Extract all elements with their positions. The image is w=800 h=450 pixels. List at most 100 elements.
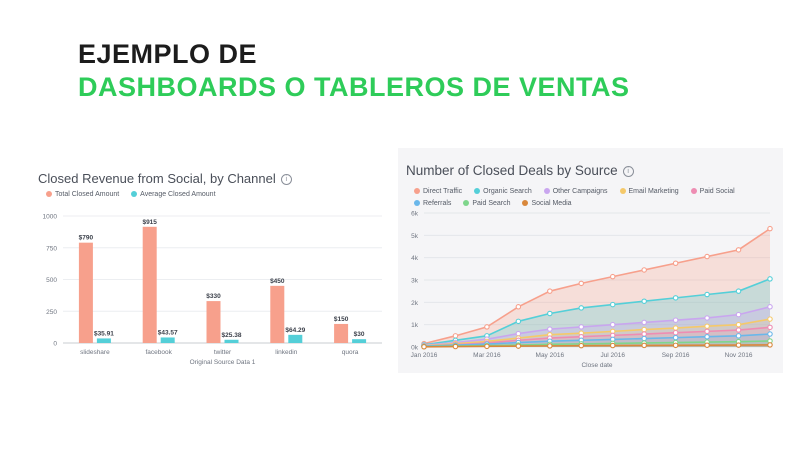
data-point [704, 323, 710, 329]
legend-dot-icon [46, 191, 52, 197]
x-tick-label: Nov 2016 [725, 352, 753, 359]
data-point [767, 316, 773, 322]
data-point [609, 342, 616, 349]
bar [288, 334, 303, 343]
series-line [423, 306, 771, 347]
legend-item-referrals[interactable]: Referrals [414, 198, 451, 210]
data-point [672, 342, 679, 349]
y-tick-label: 750 [46, 245, 57, 252]
data-point [515, 330, 522, 337]
x-tick-label: slideshare [80, 349, 110, 356]
data-point [704, 253, 710, 260]
legend-item-average-closed-amount[interactable]: Average Closed Amount [131, 191, 216, 198]
x-tick-label: Mar 2016 [473, 352, 501, 359]
bar-value-label: $790 [79, 235, 94, 242]
y-tick-label: 1000 [43, 214, 58, 221]
data-point [704, 342, 710, 348]
data-point [767, 225, 773, 232]
legend-item-total-closed-amount[interactable]: Total Closed Amount [46, 191, 119, 198]
closed-deals-chart-panel: Number of Closed Deals by Source i Direct… [398, 148, 783, 373]
data-point [547, 310, 553, 317]
y-tick-label: 3k [411, 278, 419, 285]
bar-value-label: $915 [142, 219, 157, 226]
bar-value-label: $450 [270, 278, 285, 285]
data-point [735, 342, 742, 348]
data-point [547, 326, 553, 332]
legend-label: Other Campaigns [552, 188, 608, 195]
headline-line-2: DASHBOARDS O TABLEROS DE VENTAS [78, 72, 630, 102]
data-point [735, 327, 742, 333]
legend-label: Average Closed Amount [140, 191, 216, 198]
data-point [609, 301, 616, 308]
series-line [423, 318, 771, 347]
bar [78, 242, 93, 343]
x-tick-label: Jul 2016 [600, 352, 625, 359]
data-point [735, 321, 742, 328]
legend-item-social-media[interactable]: Social Media [522, 198, 572, 210]
closed-deals-chart-title-text: Number of Closed Deals by Source [406, 163, 618, 178]
legend-dot-icon [690, 188, 697, 194]
data-point [672, 260, 679, 267]
data-point [704, 328, 710, 335]
series-line [423, 344, 771, 348]
y-tick-label: 250 [46, 309, 57, 316]
bar [96, 338, 111, 343]
series-area [424, 228, 770, 347]
legend-item-paid-search[interactable]: Paid Search [463, 198, 511, 210]
data-point [735, 333, 742, 339]
info-icon[interactable]: i [622, 165, 634, 177]
closed-revenue-chart-title-text: Closed Revenue from Social, by Channel [38, 171, 276, 186]
legend-label: Social Media [531, 200, 572, 207]
bar-value-label: $43.57 [158, 329, 178, 336]
data-point [484, 324, 490, 330]
legend-label: Email Marketing [628, 188, 679, 195]
data-point [641, 342, 647, 349]
info-icon[interactable]: i [280, 174, 292, 186]
data-point [547, 343, 553, 349]
data-point [767, 304, 773, 310]
legend-item-other-campaigns[interactable]: Other Campaigns [543, 186, 608, 198]
data-point [578, 342, 585, 349]
legend-label: Referrals [423, 200, 452, 207]
legend-item-organic-search[interactable]: Organic Search [474, 186, 532, 198]
y-tick-label: 0 [53, 341, 57, 348]
y-tick-label: 500 [46, 277, 57, 284]
legend-dot-icon [522, 200, 529, 206]
data-point [672, 317, 679, 323]
legend-label: Direct Traffic [423, 188, 463, 195]
legend-item-direct-traffic[interactable]: Direct Traffic [414, 186, 462, 198]
data-point [641, 267, 647, 273]
data-point [484, 343, 490, 350]
bar-value-label: $330 [206, 293, 221, 300]
data-point [704, 291, 710, 298]
data-point [767, 342, 773, 348]
x-tick-label: twitter [214, 349, 232, 356]
legend-dot-icon [414, 188, 420, 194]
data-point [672, 325, 679, 331]
data-point [515, 343, 522, 349]
bar [224, 339, 239, 343]
closed-revenue-bar-chart: 0 250 500 750 1000 $790 $35.91 slideshare $915 $4… [43, 214, 382, 366]
y-tick-label: 1k [411, 322, 419, 329]
legend-dot-icon [414, 200, 420, 206]
data-point [578, 305, 585, 311]
x-tick-label: quora [342, 349, 359, 356]
bar [142, 226, 157, 343]
data-point [704, 315, 710, 321]
legend-label: Organic Search [483, 188, 532, 195]
data-point [578, 280, 585, 287]
legend-dot-icon [131, 191, 138, 197]
data-point [547, 288, 553, 294]
headline-line-1: EJEMPLO DE [78, 39, 258, 69]
legend-item-email-marketing[interactable]: Email Marketing [619, 186, 679, 198]
bar [160, 337, 175, 343]
data-point [767, 276, 773, 282]
y-tick-label: 4k [411, 255, 419, 262]
closed-revenue-chart-panel: Closed Revenue from Social, by Channel i … [30, 168, 390, 383]
legend-item-paid-social[interactable]: Paid Social [690, 186, 735, 198]
data-point [672, 329, 679, 336]
data-point [515, 318, 522, 325]
data-point [735, 247, 742, 253]
data-point [641, 326, 647, 333]
legend-label: Paid Social [699, 188, 735, 195]
